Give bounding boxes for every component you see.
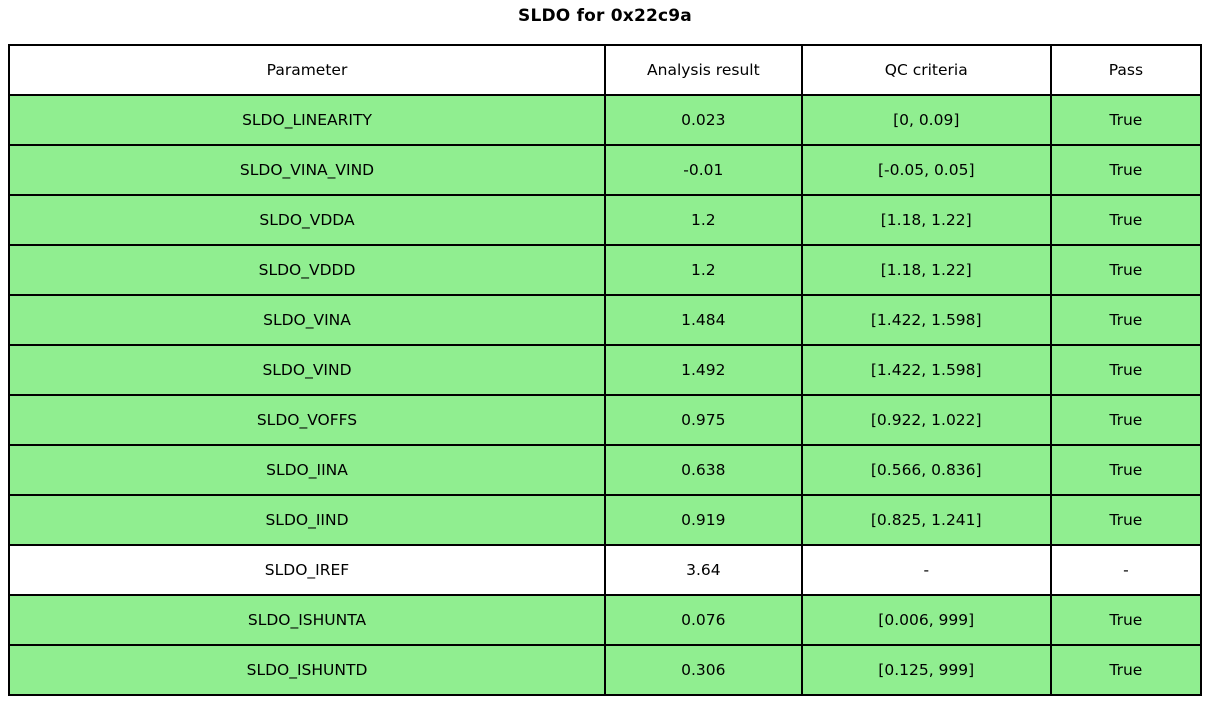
analysis-result-cell: 0.638 [604,444,803,496]
pass-cell: True [1049,644,1203,696]
analysis-result-cell: -0.01 [604,144,803,196]
analysis-result-cell: 0.306 [604,644,803,696]
analysis-result-cell: 1.2 [604,244,803,296]
analysis-result-cell: 3.64 [604,544,803,596]
qc-criteria-cell: [1.18, 1.22] [800,194,1052,246]
table-row: SLDO_ISHUNTA 0.076 [0.006, 999] True [8,594,1203,646]
column-header-pass: Pass [1049,44,1203,96]
qc-criteria-cell: [0.125, 999] [800,644,1052,696]
parameter-cell: SLDO_VOFFS [8,394,606,446]
qc-criteria-cell: [0.825, 1.241] [800,494,1052,546]
analysis-result-cell: 1.484 [604,294,803,346]
analysis-result-cell: 0.023 [604,94,803,146]
pass-cell: True [1049,394,1203,446]
table-row: SLDO_IREF 3.64 - - [8,544,1203,596]
parameter-cell: SLDO_VINA_VIND [8,144,606,196]
table-row: SLDO_VIND 1.492 [1.422, 1.598] True [8,344,1203,396]
table-row: SLDO_VINA_VIND -0.01 [-0.05, 0.05] True [8,144,1203,196]
parameter-cell: SLDO_LINEARITY [8,94,606,146]
parameter-cell: SLDO_IIND [8,494,606,546]
table-header-row: Parameter Analysis result QC criteria Pa… [8,44,1203,96]
qc-criteria-cell: [0.006, 999] [800,594,1052,646]
analysis-result-cell: 0.076 [604,594,803,646]
column-header-qc-criteria: QC criteria [800,44,1052,96]
analysis-result-cell: 1.2 [604,194,803,246]
qc-criteria-cell: [0.922, 1.022] [800,394,1052,446]
parameter-cell: SLDO_IREF [8,544,606,596]
parameter-cell: SLDO_ISHUNTA [8,594,606,646]
analysis-result-cell: 1.492 [604,344,803,396]
qc-criteria-cell: [1.422, 1.598] [800,294,1052,346]
parameter-cell: SLDO_VDDA [8,194,606,246]
pass-cell: True [1049,144,1203,196]
qc-criteria-cell: [1.18, 1.22] [800,244,1052,296]
table-row: SLDO_VDDA 1.2 [1.18, 1.22] True [8,194,1203,246]
pass-cell: True [1049,94,1203,146]
table-row: SLDO_IIND 0.919 [0.825, 1.241] True [8,494,1203,546]
column-header-parameter: Parameter [8,44,606,96]
pass-cell: True [1049,244,1203,296]
analysis-result-cell: 0.919 [604,494,803,546]
table-row: SLDO_VOFFS 0.975 [0.922, 1.022] True [8,394,1203,446]
qc-criteria-cell: - [800,544,1052,596]
table-row: SLDO_LINEARITY 0.023 [0, 0.09] True [8,94,1203,146]
parameter-cell: SLDO_VINA [8,294,606,346]
parameter-cell: SLDO_IINA [8,444,606,496]
qc-criteria-cell: [0.566, 0.836] [800,444,1052,496]
parameter-cell: SLDO_VDDD [8,244,606,296]
pass-cell: True [1049,194,1203,246]
column-header-analysis-result: Analysis result [604,44,803,96]
pass-cell: True [1049,494,1203,546]
qc-criteria-cell: [1.422, 1.598] [800,344,1052,396]
table-row: SLDO_ISHUNTD 0.306 [0.125, 999] True [8,644,1203,696]
pass-cell: True [1049,594,1203,646]
table-row: SLDO_VINA 1.484 [1.422, 1.598] True [8,294,1203,346]
qc-criteria-cell: [0, 0.09] [800,94,1052,146]
pass-cell: True [1049,344,1203,396]
pass-cell: True [1049,444,1203,496]
table-row: SLDO_IINA 0.638 [0.566, 0.836] True [8,444,1203,496]
parameter-cell: SLDO_ISHUNTD [8,644,606,696]
pass-cell: - [1049,544,1203,596]
qc-results-table: Parameter Analysis result QC criteria Pa… [8,44,1203,696]
table-row: SLDO_VDDD 1.2 [1.18, 1.22] True [8,244,1203,296]
figure-title: SLDO for 0x22c9a [518,6,692,26]
analysis-result-cell: 0.975 [604,394,803,446]
parameter-cell: SLDO_VIND [8,344,606,396]
pass-cell: True [1049,294,1203,346]
qc-criteria-cell: [-0.05, 0.05] [800,144,1052,196]
